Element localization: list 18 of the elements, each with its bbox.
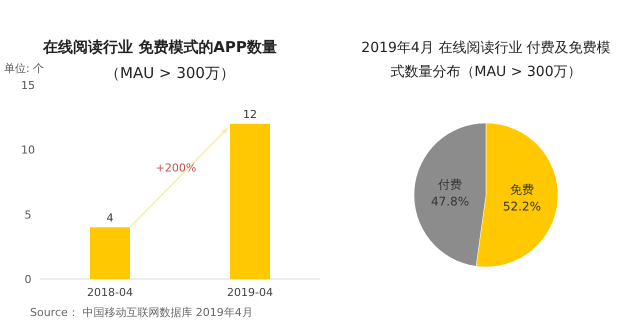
data-label: 52.2%	[502, 199, 541, 214]
y-axis-title: 单位: 个	[4, 62, 44, 75]
y-tick-label: 5	[24, 208, 32, 222]
chart-title: 2019年4月 在线阅读行业 付费及免费模式数量分布（MAU > 300万）	[361, 40, 611, 80]
slice-label: 付费	[437, 178, 462, 192]
y-tick-label: 10	[21, 144, 35, 157]
y-tick-label: 0	[24, 273, 32, 286]
chart-subtitle: （MAU > 300万）	[105, 64, 235, 82]
y-tick-label: 15	[21, 79, 35, 92]
data-label: 12	[243, 108, 257, 121]
source-note: Source： 中国移动互联网数据库 2019年4月	[30, 306, 253, 319]
slice-label: 免费	[510, 182, 534, 196]
chart-title: 在线阅读行业 免费模式的APP数量	[42, 38, 277, 56]
data-label: 47.8%	[431, 194, 470, 209]
annotation: +200%	[156, 162, 196, 175]
x-tick-label: 2019-04	[227, 286, 273, 299]
x-tick-label: 2018-04	[87, 286, 133, 299]
data-label: 4	[106, 211, 114, 224]
